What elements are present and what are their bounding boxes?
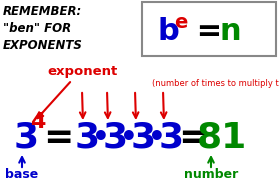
Text: e: e (174, 13, 187, 31)
Text: REMEMBER:: REMEMBER: (3, 5, 82, 18)
Text: 81: 81 (197, 121, 247, 155)
Text: 3: 3 (14, 121, 39, 155)
Text: b: b (157, 17, 179, 47)
Text: •: • (92, 124, 110, 152)
Text: 4: 4 (30, 112, 45, 132)
Text: 3: 3 (131, 121, 156, 155)
Text: =: = (186, 17, 233, 47)
Text: n: n (219, 17, 240, 47)
FancyBboxPatch shape (142, 2, 276, 56)
Text: =: = (43, 121, 73, 155)
Text: 3: 3 (75, 121, 100, 155)
Text: 3: 3 (103, 121, 128, 155)
Text: number: number (184, 169, 238, 181)
Text: •: • (148, 124, 166, 152)
Text: exponent: exponent (47, 66, 117, 79)
Text: EXPONENTS: EXPONENTS (3, 39, 83, 52)
Text: =: = (178, 121, 208, 155)
Text: base: base (5, 169, 39, 181)
Text: (number of times to multiply the base): (number of times to multiply the base) (152, 79, 279, 88)
Text: "ben" FOR: "ben" FOR (3, 22, 71, 35)
Text: 3: 3 (159, 121, 184, 155)
Text: •: • (120, 124, 138, 152)
